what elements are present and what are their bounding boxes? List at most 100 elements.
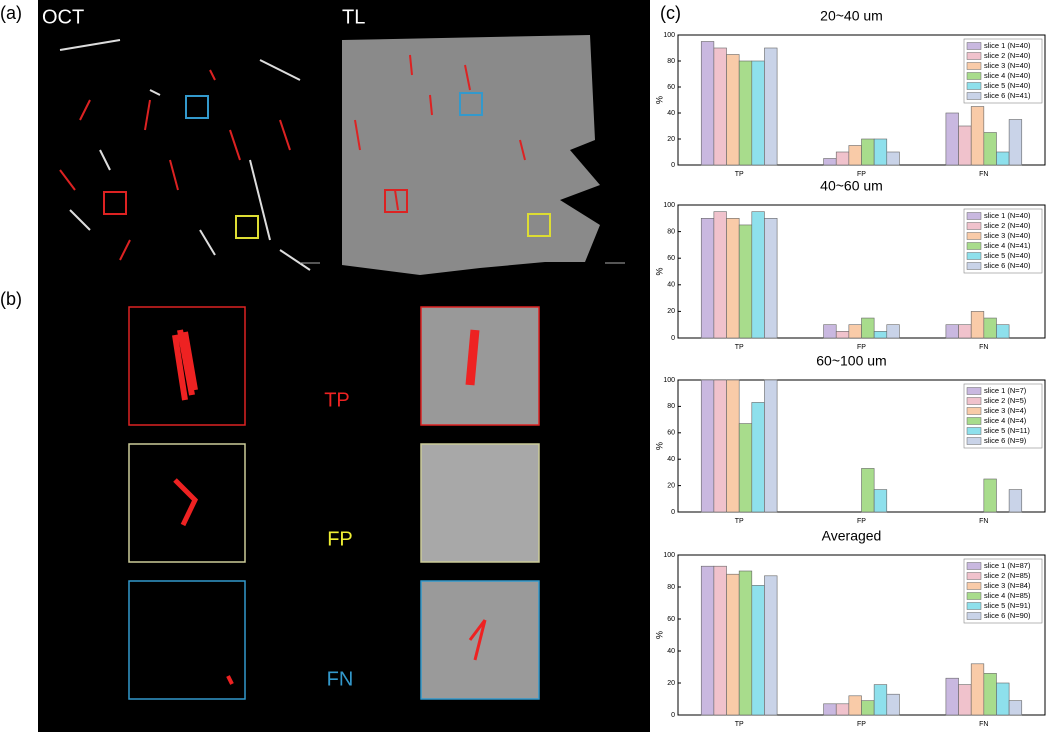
legend-label: slice 4 (N=41) (984, 241, 1031, 250)
y-tick-label: 40 (667, 456, 675, 463)
bar (970, 311, 985, 339)
bar (713, 47, 727, 166)
bar (886, 151, 900, 166)
x-tick-label: FN (979, 721, 988, 728)
x-tick-label: FP (857, 344, 866, 351)
bar (823, 158, 837, 166)
bar (958, 125, 972, 166)
legend-label: slice 1 (N=40) (984, 41, 1031, 50)
bar (1008, 489, 1023, 513)
y-tick-label: 100 (663, 552, 675, 559)
legend-label: slice 2 (N=40) (984, 51, 1031, 60)
legend-swatch (966, 612, 982, 620)
panel-label: (b) (0, 289, 22, 309)
x-tick-label: FP (857, 721, 866, 728)
legend-swatch (966, 592, 982, 600)
legend-label: slice 5 (N=40) (984, 251, 1031, 260)
x-tick-label: FN (979, 344, 988, 351)
y-tick-label: 20 (667, 482, 675, 489)
y-tick-label: 80 (667, 58, 675, 65)
y-tick-label: 20 (667, 136, 675, 143)
x-tick-label: TP (735, 344, 744, 351)
bar (970, 663, 985, 716)
legend-label: slice 3 (N=40) (984, 231, 1031, 240)
x-tick-label: FP (857, 171, 866, 178)
y-axis-label: % (654, 267, 664, 275)
chart-title: 40~60 um (820, 178, 883, 194)
bar (886, 324, 900, 339)
bar (764, 47, 778, 166)
bar (823, 703, 837, 716)
class-label: FP (327, 528, 353, 550)
legend-label: slice 2 (N=40) (984, 221, 1031, 230)
bar (700, 218, 715, 339)
legend-label: slice 6 (N=41) (984, 91, 1031, 100)
bar (823, 324, 837, 339)
legend-label: slice 5 (N=40) (984, 81, 1031, 90)
legend-swatch (966, 602, 982, 610)
legend-swatch (966, 212, 982, 220)
image-label: TL (342, 6, 365, 28)
bar (738, 423, 753, 513)
y-tick-label: 20 (667, 308, 675, 315)
bar (713, 565, 727, 716)
legend-swatch (966, 572, 982, 580)
zoom-panels (128, 306, 540, 700)
chart-title: 20~40 um (820, 8, 883, 24)
y-tick-label: 60 (667, 616, 675, 623)
class-label: FN (327, 668, 354, 690)
legend-swatch (966, 72, 982, 80)
y-tick-label: 0 (671, 162, 675, 169)
bar (873, 684, 888, 716)
bar (738, 60, 753, 166)
legend-swatch (966, 397, 982, 405)
bar (958, 684, 972, 716)
legend-swatch (966, 62, 982, 70)
bar (751, 60, 765, 166)
y-tick-label: 100 (663, 202, 675, 209)
y-axis-label: % (654, 631, 664, 639)
legend-label: slice 3 (N=40) (984, 61, 1031, 70)
y-tick-label: 0 (671, 509, 675, 516)
bar (751, 402, 765, 513)
image-label: OCT (42, 6, 84, 28)
bar (945, 112, 959, 166)
bar (700, 565, 715, 716)
y-tick-label: 40 (667, 110, 675, 117)
bar (700, 379, 715, 513)
bar (945, 677, 959, 716)
y-tick-label: 20 (667, 680, 675, 687)
legend-swatch (966, 387, 982, 395)
x-tick-label: FN (979, 518, 988, 525)
legend-swatch (966, 252, 982, 260)
tl-image (342, 35, 625, 275)
x-tick-label: FP (857, 518, 866, 525)
panel-label: (a) (0, 3, 22, 23)
bar (861, 700, 875, 716)
bar (873, 138, 888, 166)
bar (848, 324, 862, 339)
y-tick-label: 100 (663, 377, 675, 384)
bar (1008, 700, 1023, 716)
x-tick-label: FN (979, 171, 988, 178)
legend-label: slice 2 (N=5) (984, 396, 1027, 405)
bar (726, 379, 740, 513)
y-tick-label: 40 (667, 282, 675, 289)
legend-label: slice 4 (N=40) (984, 71, 1031, 80)
legend-label: slice 1 (N=87) (984, 561, 1031, 570)
legend-label: slice 3 (N=84) (984, 581, 1031, 590)
legend-label: slice 3 (N=4) (984, 406, 1027, 415)
chart-title: 60~100 um (816, 353, 886, 369)
bar (764, 575, 778, 716)
bar (996, 151, 1010, 166)
bar (886, 693, 900, 716)
bar (873, 331, 888, 339)
bar (861, 317, 875, 339)
bar (958, 324, 972, 339)
legend-label: slice 6 (N=90) (984, 611, 1031, 620)
bar (983, 478, 997, 513)
y-tick-label: 80 (667, 228, 675, 235)
bar (738, 224, 753, 339)
bar (713, 211, 727, 339)
legend-label: slice 4 (N=85) (984, 591, 1031, 600)
